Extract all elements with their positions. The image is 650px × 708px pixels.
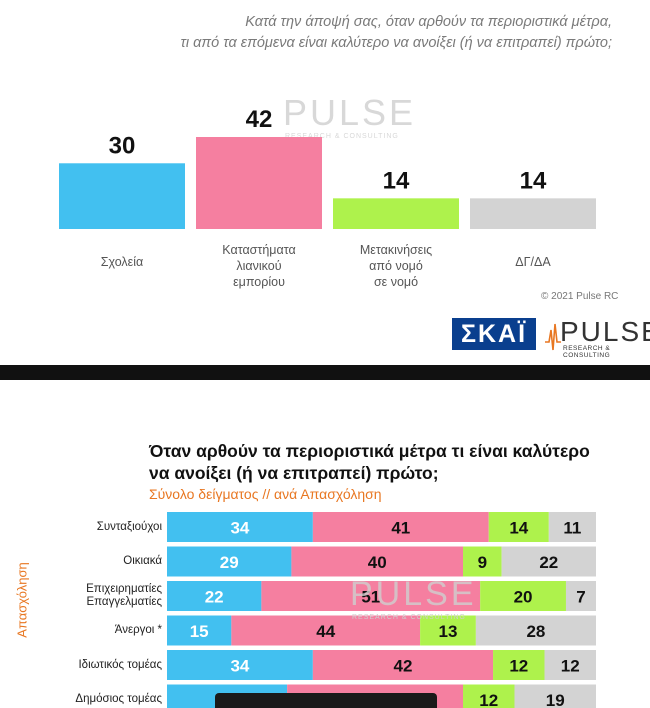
chart2-value-label-2-0: 22 xyxy=(205,588,224,607)
chart2-segment-0-1 xyxy=(312,512,489,542)
chart2-value-label-4-1: 42 xyxy=(393,657,412,676)
chart2-segment-2-2 xyxy=(480,581,566,611)
pulse-watermark-2: PULSE xyxy=(350,575,477,613)
pulse-logo: PULSE xyxy=(560,316,650,347)
chart2-segment-4-1 xyxy=(312,650,494,680)
chart1-question-line-2: τι από τα επόμενα είναι καλύτερο να ανοί… xyxy=(180,35,612,51)
chart1-bar-0 xyxy=(59,163,185,229)
chart2-title-line-2: να ανοίξει (ή να επιτραπεί) πρώτο; xyxy=(149,463,439,483)
chart1-category-label-1-1: λιανικού xyxy=(236,259,281,273)
chart1-category-label-2-2: σε νομό xyxy=(374,275,418,289)
chart1-bar-3 xyxy=(470,198,596,229)
chart2-row-label-5: Δημόσιος τομέας xyxy=(75,693,162,706)
chart2-segment-3-3 xyxy=(475,615,596,646)
chart2-row-label-line: Ιδιωτικός τομέας xyxy=(78,658,162,671)
chart2-title: Όταν αρθούν τα περιοριστικά μέτρα τι είν… xyxy=(149,440,590,484)
chart2-segment-2-3 xyxy=(565,581,596,611)
pulse-watermark-2-sub: RESEARCH & CONSULTING xyxy=(352,614,466,621)
chart2-value-label-4-3: 12 xyxy=(561,657,580,676)
chart2-segment-4-2 xyxy=(493,650,545,680)
chart2-segment-1-2 xyxy=(463,546,502,577)
chart2-segment-3-0 xyxy=(167,615,232,646)
chart1-question-line-1: Κατά την άποψή σας, όταν αρθούν τα περιο… xyxy=(245,14,612,30)
pulse-logo-sub: RESEARCH & CONSULTING xyxy=(563,345,611,359)
chart2-value-label-5-2: 12 xyxy=(479,691,498,708)
chart2-subtitle: Σύνολο δείγματος // ανά Απασχόληση xyxy=(149,486,382,502)
chart2-value-label-3-3: 28 xyxy=(526,622,545,641)
chart2-row-label-0: Συνταξιούχοι xyxy=(97,521,162,534)
chart2-row-label-1: Οικιακά xyxy=(123,555,162,568)
chart2-value-label-3-2: 13 xyxy=(439,622,458,641)
chart2-row-label-3: Άνεργοι * xyxy=(115,624,162,637)
chart2-segment-0-3 xyxy=(548,512,596,542)
chart1-category-label-1-2: εμπορίου xyxy=(233,275,285,289)
chart2-value-label-2-3: 7 xyxy=(576,588,585,607)
chart2-segment-1-1 xyxy=(291,546,464,577)
chart2-row-label-4: Ιδιωτικός τομέας xyxy=(78,659,162,672)
pulse-watermark-sub: RESEARCH & CONSULTING xyxy=(285,133,399,140)
chart2-row-label-line: Δημόσιος τομέας xyxy=(75,693,162,705)
pulse-wave-icon xyxy=(545,323,561,351)
chart2-value-label-1-3: 22 xyxy=(539,553,558,572)
chart2-value-label-4-2: 12 xyxy=(509,657,528,676)
chart2-value-label-3-1: 44 xyxy=(316,622,335,641)
chart1-value-label-0: 30 xyxy=(109,132,136,159)
chart1-category-label-3-0: ΔΓ/ΔΑ xyxy=(515,255,551,269)
chart2-segment-2-1 xyxy=(261,581,481,611)
chart2-segment-1-3 xyxy=(501,546,596,577)
copyright-note: © 2021 Pulse RC xyxy=(541,291,619,302)
chart1-category-label-0-0: Σχολεία xyxy=(101,255,144,269)
chart2-value-label-0-0: 34 xyxy=(230,519,249,538)
chart2-segment-4-3 xyxy=(544,650,596,680)
chart2-value-label-5-3: 19 xyxy=(546,691,565,708)
skai-logo: ΣΚΑΪ xyxy=(452,318,536,350)
chart2-value-label-4-0: 34 xyxy=(230,657,249,676)
chart2-segment-3-2 xyxy=(420,615,476,646)
chart2-row-label-line: Συνταξιούχοι xyxy=(96,520,162,533)
chart1-category-label-2-0: Μετακινήσεις xyxy=(360,243,432,257)
chart2-title-line-1: Όταν αρθούν τα περιοριστικά μέτρα τι είν… xyxy=(149,441,590,461)
panel-divider xyxy=(0,365,650,380)
chart1-question: Κατά την άποψή σας, όταν αρθούν τα περιο… xyxy=(52,12,612,54)
chart2-segment-2-0 xyxy=(167,581,262,611)
bottom-overlay-bar xyxy=(215,693,437,708)
chart2-segment-4-0 xyxy=(167,650,313,680)
chart2-segment-0-2 xyxy=(488,512,549,542)
chart2-value-label-0-3: 11 xyxy=(563,519,581,538)
chart2-segment-3-1 xyxy=(231,615,421,646)
chart2-row-label-line: Οικιακά xyxy=(123,555,162,567)
chart1-bar-chart: 30 Σχολεία 42 Καταστήματα λιανικού εμπορίου 14… xyxy=(59,106,596,289)
chart2-row-label-line: Επαγγελματίες xyxy=(86,596,162,608)
chart2-segment-0-0 xyxy=(167,512,313,542)
chart2-row-label-2: Επιχειρηματίες Επαγγελματίες xyxy=(86,583,162,609)
chart1-category-label-2-1: από νομό xyxy=(369,259,423,273)
top-panel: Κατά την άποψή σας, όταν αρθούν τα περιο… xyxy=(52,12,650,359)
chart1-value-label-2: 14 xyxy=(383,167,410,194)
chart1-value-label-3: 14 xyxy=(520,167,547,194)
chart2-value-label-1-1: 40 xyxy=(368,553,387,572)
chart2-value-label-2-1: 51 xyxy=(361,588,380,607)
chart2-segment-5-2 xyxy=(463,684,515,708)
chart2-value-label-1-0: 29 xyxy=(220,553,239,572)
chart2-value-label-0-2: 14 xyxy=(509,519,528,538)
chart2-row-label-line: Επιχειρηματίες xyxy=(86,583,162,595)
chart1-bar-1 xyxy=(196,137,322,229)
chart2-segment-1-0 xyxy=(167,546,292,577)
chart2-row-label-line: Άνεργοι * xyxy=(114,624,162,636)
chart1-category-label-1-0: Καταστήματα xyxy=(222,243,295,257)
chart2-segment-5-3 xyxy=(514,684,596,708)
chart2-value-label-2-2: 20 xyxy=(514,588,533,607)
chart2-value-label-1-2: 9 xyxy=(478,553,487,572)
chart1-bar-2 xyxy=(333,198,459,229)
chart2-value-label-0-1: 41 xyxy=(391,519,410,538)
pulse-watermark: PULSE xyxy=(283,92,417,133)
chart2-value-label-3-0: 15 xyxy=(190,622,209,641)
chart1-value-label-1: 42 xyxy=(246,106,273,133)
